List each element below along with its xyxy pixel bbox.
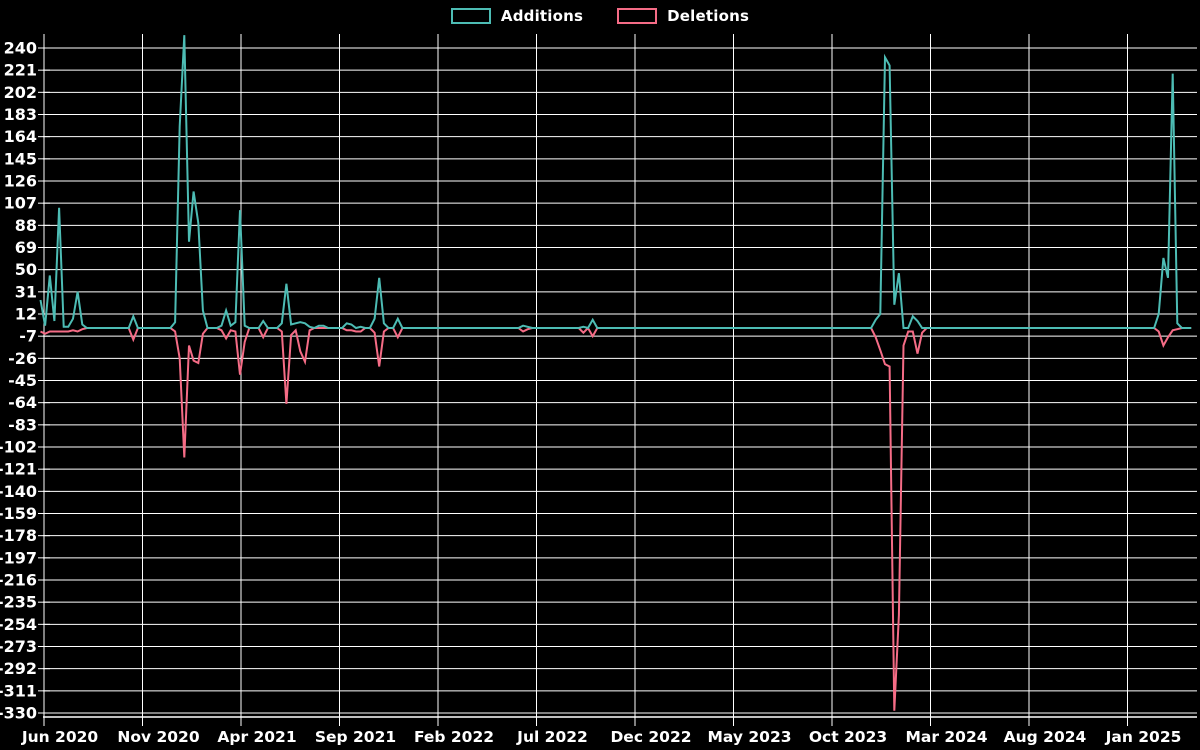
y-tick-label: -216 [0, 571, 37, 590]
y-tick-label: -254 [0, 615, 37, 634]
y-tick-label: -273 [0, 637, 37, 656]
y-tick-label: -159 [0, 504, 37, 523]
y-tick-label: 164 [4, 127, 37, 146]
x-tick-label: Oct 2023 [809, 728, 887, 746]
legend-label-deletions: Deletions [667, 7, 750, 25]
x-tick-label: Jun 2020 [21, 728, 99, 746]
y-tick-label: 183 [4, 105, 37, 124]
y-tick-label: -330 [0, 704, 37, 723]
y-tick-label: 12 [15, 304, 37, 323]
y-tick-label: -7 [19, 327, 37, 346]
x-tick-label: Jul 2022 [516, 728, 588, 746]
y-tick-label: -235 [0, 593, 37, 612]
y-tick-label: 88 [15, 216, 37, 235]
legend-label-additions: Additions [500, 7, 584, 25]
y-tick-label: 240 [4, 38, 37, 57]
y-tick-label: 202 [4, 83, 37, 102]
y-tick-label: 221 [4, 61, 37, 80]
y-tick-label: 107 [4, 194, 37, 213]
y-tick-label: -64 [8, 393, 37, 412]
y-tick-label: 31 [15, 282, 37, 301]
grid-lines [43, 34, 1197, 717]
axis-labels: 240 221 202 183 164 145 126 107 88 69 50 31 12 -7 -26 -… [0, 38, 1181, 746]
y-tick-label: -140 [0, 482, 37, 501]
x-tick-label: Apr 2021 [217, 728, 296, 746]
deletions-swatch-icon [617, 8, 658, 24]
legend-item-additions: Additions [450, 7, 584, 25]
series-lines [39, 35, 1192, 711]
x-tick-label: Sep 2021 [315, 728, 396, 746]
y-tick-label: 126 [4, 171, 37, 190]
y-tick-label: -26 [8, 349, 37, 368]
y-tick-label: 69 [15, 238, 37, 257]
y-tick-label: 145 [4, 149, 37, 168]
y-tick-label: -121 [0, 460, 37, 479]
axes [38, 47, 1197, 726]
x-tick-label: Feb 2022 [414, 728, 494, 746]
y-tick-label: -311 [0, 681, 37, 700]
y-tick-label: -292 [0, 659, 37, 678]
y-tick-label: -197 [0, 548, 37, 567]
chart-legend: Additions Deletions [0, 7, 1200, 25]
x-tick-label: May 2023 [707, 728, 791, 746]
x-tick-label: Dec 2022 [610, 728, 691, 746]
deletions-line [40, 326, 1192, 711]
additions-swatch-icon [450, 8, 491, 24]
y-tick-label: -45 [8, 371, 37, 390]
y-tick-label: -83 [8, 415, 37, 434]
x-tick-label: Aug 2024 [1004, 728, 1087, 746]
legend-item-deletions: Deletions [617, 7, 749, 25]
y-tick-label: -178 [0, 526, 37, 545]
additions-line [39, 35, 1192, 330]
y-tick-label: 50 [15, 260, 37, 279]
y-tick-label: -102 [0, 438, 37, 457]
x-tick-label: Jan 2025 [1105, 728, 1182, 746]
x-tick-label: Mar 2024 [905, 728, 987, 746]
x-tick-label: Nov 2020 [117, 728, 199, 746]
